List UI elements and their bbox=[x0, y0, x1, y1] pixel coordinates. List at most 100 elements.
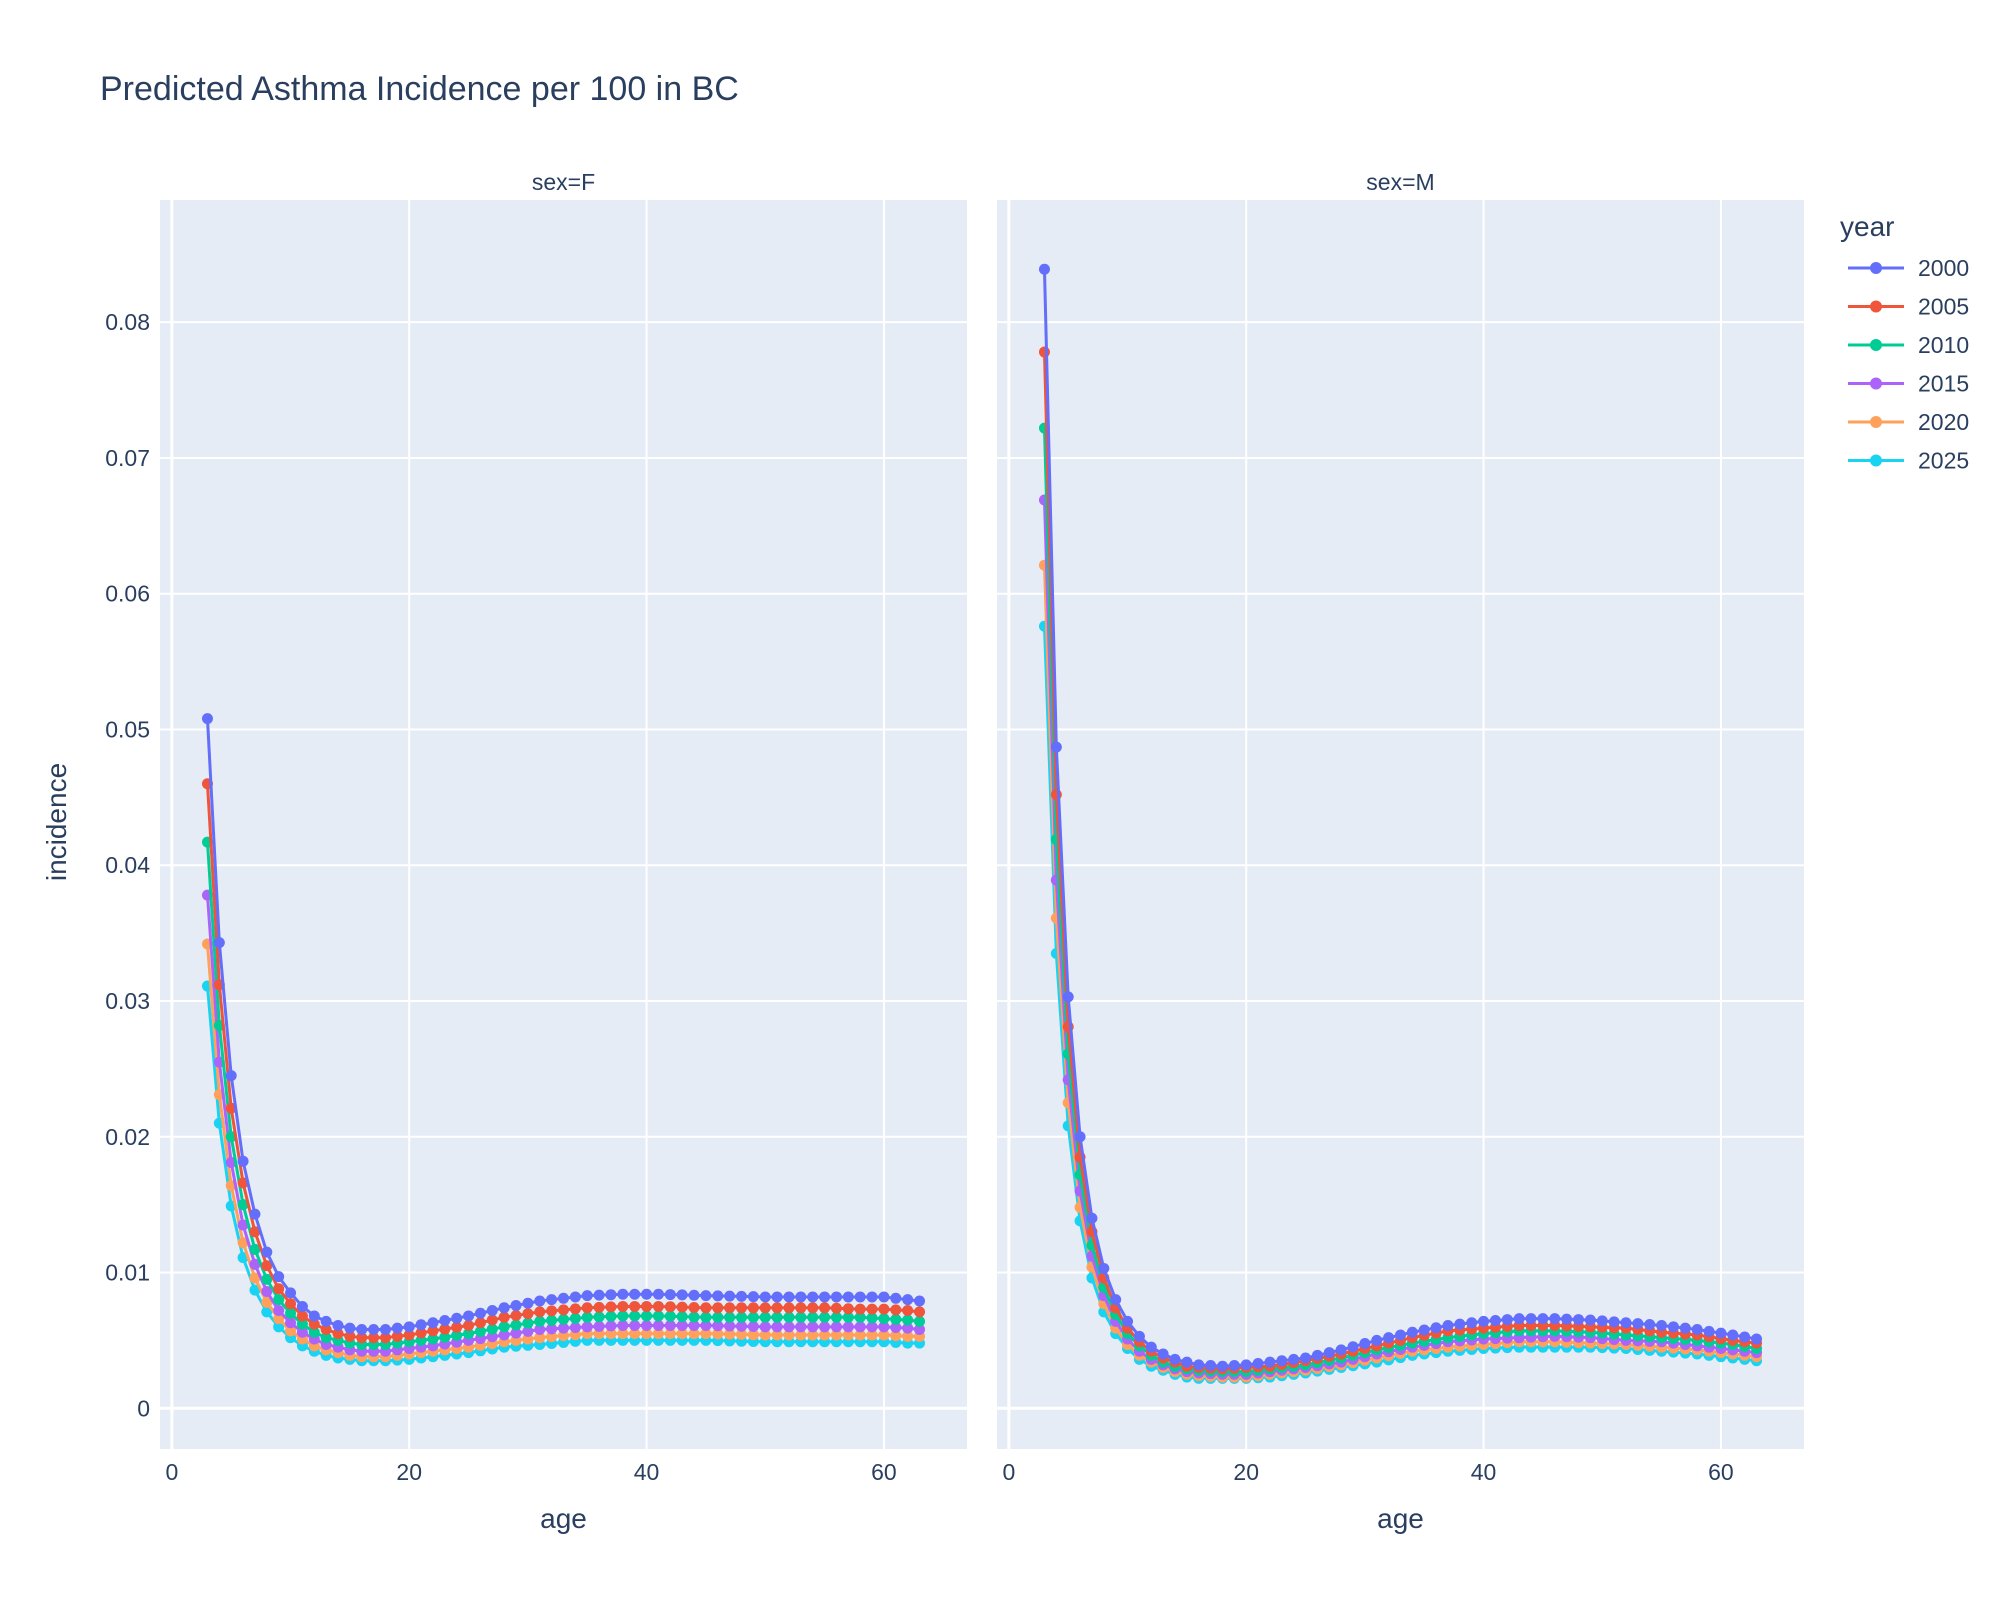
data-point bbox=[1050, 741, 1062, 753]
data-point bbox=[522, 1308, 534, 1320]
series-2000 bbox=[1038, 263, 1763, 1372]
data-point bbox=[902, 1305, 914, 1317]
data-point bbox=[344, 1330, 356, 1342]
data-point bbox=[842, 1291, 854, 1303]
data-point bbox=[783, 1321, 795, 1333]
data-point bbox=[1739, 1331, 1751, 1343]
data-point bbox=[463, 1319, 475, 1331]
legend-item-2005[interactable]: 2005 bbox=[1848, 294, 1969, 320]
data-point bbox=[273, 1321, 285, 1333]
data-point bbox=[842, 1303, 854, 1315]
data-point bbox=[1418, 1324, 1430, 1336]
data-point bbox=[1561, 1313, 1573, 1325]
data-point bbox=[736, 1320, 748, 1332]
data-point bbox=[201, 713, 213, 725]
data-point bbox=[1584, 1314, 1596, 1326]
data-point bbox=[700, 1311, 712, 1323]
data-point bbox=[332, 1319, 344, 1331]
legend-label: 2025 bbox=[1918, 448, 1969, 474]
data-point bbox=[819, 1329, 831, 1341]
data-point bbox=[807, 1291, 819, 1303]
data-point bbox=[712, 1302, 724, 1314]
data-point bbox=[1074, 1131, 1086, 1143]
data-point bbox=[641, 1328, 653, 1340]
plot-background bbox=[997, 200, 1804, 1449]
data-point bbox=[629, 1319, 641, 1331]
data-point bbox=[285, 1325, 297, 1337]
data-point bbox=[700, 1319, 712, 1331]
data-point bbox=[605, 1310, 617, 1322]
data-point bbox=[759, 1311, 771, 1323]
data-point bbox=[581, 1302, 593, 1314]
legend-marker bbox=[1870, 262, 1882, 274]
data-point bbox=[854, 1311, 866, 1323]
x-tick-label: 40 bbox=[634, 1459, 660, 1485]
data-point bbox=[914, 1306, 926, 1318]
y-tick-label: 0.04 bbox=[105, 852, 150, 878]
data-point bbox=[379, 1324, 391, 1336]
data-point bbox=[285, 1317, 297, 1329]
data-point bbox=[546, 1294, 558, 1306]
legend-item-2020[interactable]: 2020 bbox=[1848, 409, 1969, 435]
data-point bbox=[641, 1300, 653, 1312]
data-point bbox=[427, 1317, 439, 1329]
data-point bbox=[819, 1291, 831, 1303]
legend-label: 2010 bbox=[1918, 332, 1969, 358]
data-point bbox=[569, 1312, 581, 1324]
legend-item-2025[interactable]: 2025 bbox=[1848, 448, 1969, 474]
data-point bbox=[736, 1328, 748, 1340]
x-tick-label: 0 bbox=[1002, 1459, 1015, 1485]
data-point bbox=[498, 1311, 510, 1323]
data-point bbox=[878, 1321, 890, 1333]
data-point bbox=[1656, 1319, 1668, 1331]
legend-item-2010[interactable]: 2010 bbox=[1848, 332, 1969, 358]
data-point bbox=[807, 1321, 819, 1333]
data-point bbox=[688, 1319, 700, 1331]
data-point bbox=[807, 1311, 819, 1323]
data-point bbox=[878, 1313, 890, 1325]
data-point bbox=[724, 1290, 736, 1302]
data-point bbox=[356, 1324, 368, 1336]
data-point bbox=[320, 1332, 332, 1344]
data-point bbox=[1098, 1262, 1110, 1274]
data-point bbox=[463, 1328, 475, 1340]
data-point bbox=[617, 1288, 629, 1300]
data-point bbox=[534, 1324, 546, 1336]
data-point bbox=[273, 1294, 285, 1306]
data-point bbox=[1110, 1294, 1122, 1306]
data-point bbox=[486, 1305, 498, 1317]
data-point bbox=[783, 1329, 795, 1341]
data-point bbox=[830, 1311, 842, 1323]
data-point bbox=[1300, 1352, 1312, 1364]
data-point bbox=[522, 1317, 534, 1329]
data-point bbox=[569, 1321, 581, 1333]
data-point bbox=[759, 1302, 771, 1314]
data-point bbox=[1145, 1341, 1157, 1353]
data-point bbox=[652, 1328, 664, 1340]
data-point bbox=[724, 1320, 736, 1332]
data-point bbox=[724, 1311, 736, 1323]
data-point bbox=[285, 1287, 297, 1299]
data-point bbox=[854, 1303, 866, 1315]
data-point bbox=[747, 1321, 759, 1333]
data-point bbox=[914, 1324, 926, 1336]
data-point bbox=[664, 1310, 676, 1322]
legend: year 2000 2005 2010 2015 2020 2025 bbox=[1840, 211, 1969, 474]
legend-item-2000[interactable]: 2000 bbox=[1848, 255, 1969, 281]
y-tick-label: 0.07 bbox=[105, 445, 150, 471]
legend-item-2015[interactable]: 2015 bbox=[1848, 371, 1969, 397]
data-point bbox=[652, 1288, 664, 1300]
data-point bbox=[771, 1329, 783, 1341]
data-point bbox=[451, 1321, 463, 1333]
data-point bbox=[866, 1303, 878, 1315]
data-point bbox=[534, 1315, 546, 1327]
legend-marker bbox=[1870, 339, 1882, 351]
data-point bbox=[830, 1329, 842, 1341]
data-point bbox=[830, 1321, 842, 1333]
data-point bbox=[463, 1310, 475, 1322]
data-point bbox=[439, 1323, 451, 1335]
data-point bbox=[451, 1329, 463, 1341]
data-point bbox=[558, 1292, 569, 1304]
data-point bbox=[641, 1310, 653, 1322]
data-point bbox=[1252, 1357, 1264, 1369]
